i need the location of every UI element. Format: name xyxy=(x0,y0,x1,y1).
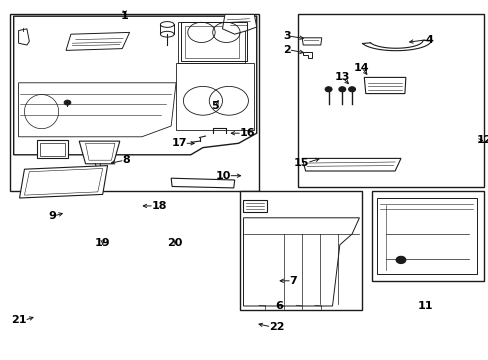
Bar xyxy=(243,200,266,212)
Circle shape xyxy=(338,87,345,92)
Text: 15: 15 xyxy=(294,158,309,168)
Text: 18: 18 xyxy=(151,201,167,211)
Polygon shape xyxy=(243,218,359,306)
Polygon shape xyxy=(14,16,256,155)
Text: 11: 11 xyxy=(417,301,432,311)
Polygon shape xyxy=(20,166,107,198)
Circle shape xyxy=(325,87,331,92)
Bar xyxy=(298,14,483,187)
Text: 3: 3 xyxy=(283,31,290,41)
Bar xyxy=(371,191,483,281)
Polygon shape xyxy=(303,52,311,58)
Bar xyxy=(10,14,259,191)
Text: 1: 1 xyxy=(121,11,128,21)
Text: 10: 10 xyxy=(215,171,230,181)
Polygon shape xyxy=(19,29,29,45)
Polygon shape xyxy=(302,158,400,171)
Circle shape xyxy=(348,87,355,92)
Text: 21: 21 xyxy=(11,315,27,325)
Polygon shape xyxy=(302,38,321,45)
Polygon shape xyxy=(364,77,405,94)
Bar xyxy=(178,22,244,63)
Text: 2: 2 xyxy=(283,45,290,55)
Polygon shape xyxy=(37,140,68,158)
Text: 8: 8 xyxy=(122,155,130,165)
Polygon shape xyxy=(171,178,234,188)
Polygon shape xyxy=(376,198,476,274)
Text: 13: 13 xyxy=(334,72,349,82)
Text: 7: 7 xyxy=(289,276,297,286)
Text: 22: 22 xyxy=(268,322,284,332)
Text: 17: 17 xyxy=(171,138,186,148)
Bar xyxy=(181,22,246,61)
Bar xyxy=(239,191,361,310)
Polygon shape xyxy=(19,83,176,137)
Text: 9: 9 xyxy=(48,211,56,221)
Polygon shape xyxy=(66,32,129,50)
Bar xyxy=(176,63,254,130)
Circle shape xyxy=(64,100,71,105)
Text: 12: 12 xyxy=(476,135,488,145)
Polygon shape xyxy=(79,141,120,164)
Bar xyxy=(184,26,238,58)
Text: 4: 4 xyxy=(425,35,432,45)
Polygon shape xyxy=(222,14,256,34)
Text: 14: 14 xyxy=(353,63,369,73)
Text: 19: 19 xyxy=(95,238,110,248)
Text: 20: 20 xyxy=(167,238,183,248)
Text: 16: 16 xyxy=(239,128,255,138)
Text: 6: 6 xyxy=(274,301,282,311)
Text: 5: 5 xyxy=(211,101,219,111)
Circle shape xyxy=(395,256,405,264)
